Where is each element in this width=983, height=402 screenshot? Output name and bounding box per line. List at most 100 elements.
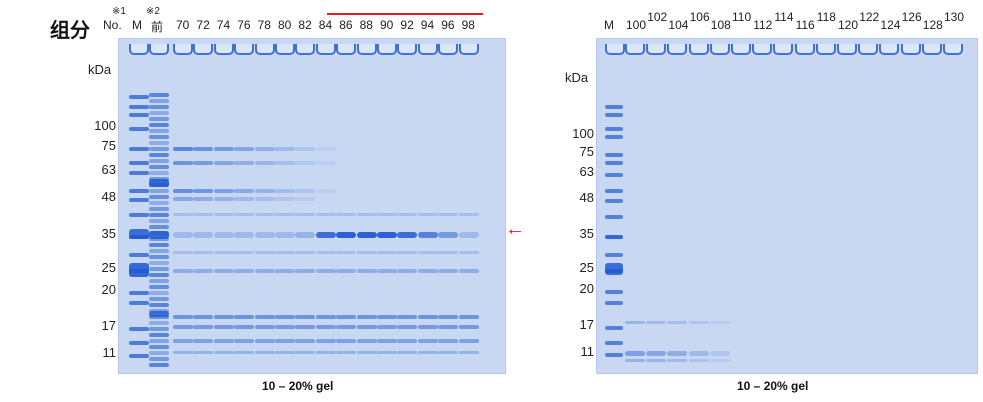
right-fraction-100: 100 — [626, 18, 647, 32]
left-fraction-band — [213, 251, 234, 254]
left-fraction-band — [234, 315, 255, 319]
mw-label-17: 17 — [101, 318, 116, 333]
left-fraction-74: 74 — [216, 18, 231, 32]
left-fraction-band — [356, 251, 377, 254]
left-fraction-band — [458, 325, 479, 329]
left-target-band — [193, 232, 214, 238]
left-fraction-band — [234, 161, 255, 165]
right-fraction-band — [709, 321, 730, 324]
note-1: ※1 — [112, 6, 126, 17]
left-marker-band — [129, 171, 149, 175]
left-fraction-band — [315, 315, 336, 319]
left-fraction-band — [213, 351, 234, 354]
right-marker-band — [605, 263, 623, 275]
left-fraction-band — [295, 351, 316, 354]
left-fraction-band — [234, 213, 255, 216]
left-fraction-band — [438, 351, 459, 354]
right-fraction-128: 128 — [922, 18, 943, 32]
left-gel-caption: 10 – 20% gel — [262, 379, 334, 393]
left-fraction-band — [275, 269, 295, 273]
right-well-7 — [752, 44, 773, 55]
left-marker-band — [129, 301, 149, 305]
left-marker-band — [129, 127, 149, 131]
left-fraction-band — [173, 251, 193, 254]
left-pre-band — [149, 285, 169, 289]
left-target-band — [234, 232, 255, 238]
mw-label-17: 17 — [579, 317, 594, 332]
left-fraction-band — [315, 339, 336, 343]
left-well-3 — [193, 44, 214, 55]
left-fraction-band — [397, 251, 418, 254]
left-fraction-band — [336, 315, 357, 319]
left-fraction-band — [417, 351, 438, 354]
left-fraction-band — [213, 161, 234, 165]
left-fraction-band — [173, 339, 193, 343]
left-target-band — [377, 232, 397, 238]
left-fraction-band — [234, 147, 255, 151]
left-marker-band — [129, 354, 149, 358]
left-fraction-band — [458, 213, 479, 216]
mw-label-20: 20 — [101, 282, 116, 297]
left-fraction-82: 82 — [298, 18, 312, 32]
left-fraction-band — [254, 213, 275, 216]
left-fraction-band — [213, 339, 234, 343]
right-fraction-118: 118 — [816, 10, 836, 24]
mw-label-35: 35 — [101, 226, 116, 241]
right-well-9 — [794, 44, 815, 55]
mw-label-48: 48 — [101, 189, 116, 204]
left-fraction-band — [193, 325, 214, 329]
left-fraction-band — [254, 269, 275, 273]
left-pre-band — [149, 321, 169, 325]
right-well-16 — [943, 44, 963, 55]
right-fraction-band — [667, 321, 688, 324]
left-well-8 — [295, 44, 316, 55]
right-marker-band — [605, 127, 623, 131]
left-fraction-86: 86 — [339, 18, 353, 32]
left-fraction-band — [275, 315, 295, 319]
right-marker-band — [605, 113, 623, 117]
left-pre-band — [149, 117, 169, 121]
left-pre-band — [149, 249, 169, 253]
fraction-title: 组分 — [50, 20, 90, 42]
mw-label-25: 25 — [579, 260, 594, 275]
mw-label-25: 25 — [101, 260, 116, 275]
left-marker-band — [129, 213, 149, 217]
left-well-4 — [213, 44, 234, 55]
left-fraction-94: 94 — [420, 18, 435, 32]
left-fraction-band — [234, 339, 255, 343]
left-fraction-band — [254, 351, 275, 354]
left-fraction-band — [275, 147, 295, 151]
right-well-10 — [815, 44, 836, 55]
left-pre-band — [149, 327, 169, 331]
left-fraction-band — [315, 269, 336, 273]
left-fraction-band — [275, 213, 295, 216]
left-fraction-band — [295, 269, 316, 273]
right-fraction-band — [688, 351, 709, 356]
right-fraction-band — [625, 321, 645, 324]
left-fraction-band — [254, 339, 275, 343]
left-well-11 — [356, 44, 377, 55]
left-well-13 — [397, 44, 418, 55]
right-fraction-band — [625, 359, 645, 362]
left-fraction-band — [254, 197, 275, 201]
left-fraction-band — [397, 339, 418, 343]
left-fraction-90: 90 — [380, 18, 394, 32]
right-well-1 — [625, 44, 645, 55]
right-kda-label: kDa — [565, 70, 589, 85]
right-fraction-120: 120 — [838, 18, 859, 32]
left-marker-band — [129, 105, 149, 109]
left-fraction-band — [397, 351, 418, 354]
right-fraction-band — [667, 359, 688, 362]
left-pre-band — [149, 135, 169, 139]
left-fraction-band — [234, 351, 255, 354]
mw-label-48: 48 — [579, 190, 594, 205]
right-fraction-band — [709, 359, 730, 362]
pooled-fractions-bar — [327, 13, 483, 15]
right-marker-band — [605, 301, 623, 305]
left-fraction-band — [193, 189, 214, 193]
left-well-1 — [149, 44, 169, 55]
right-fraction-band — [625, 351, 645, 356]
left-fraction-band — [295, 147, 316, 151]
left-marker-band — [129, 198, 149, 202]
right-marker-band — [605, 353, 623, 357]
